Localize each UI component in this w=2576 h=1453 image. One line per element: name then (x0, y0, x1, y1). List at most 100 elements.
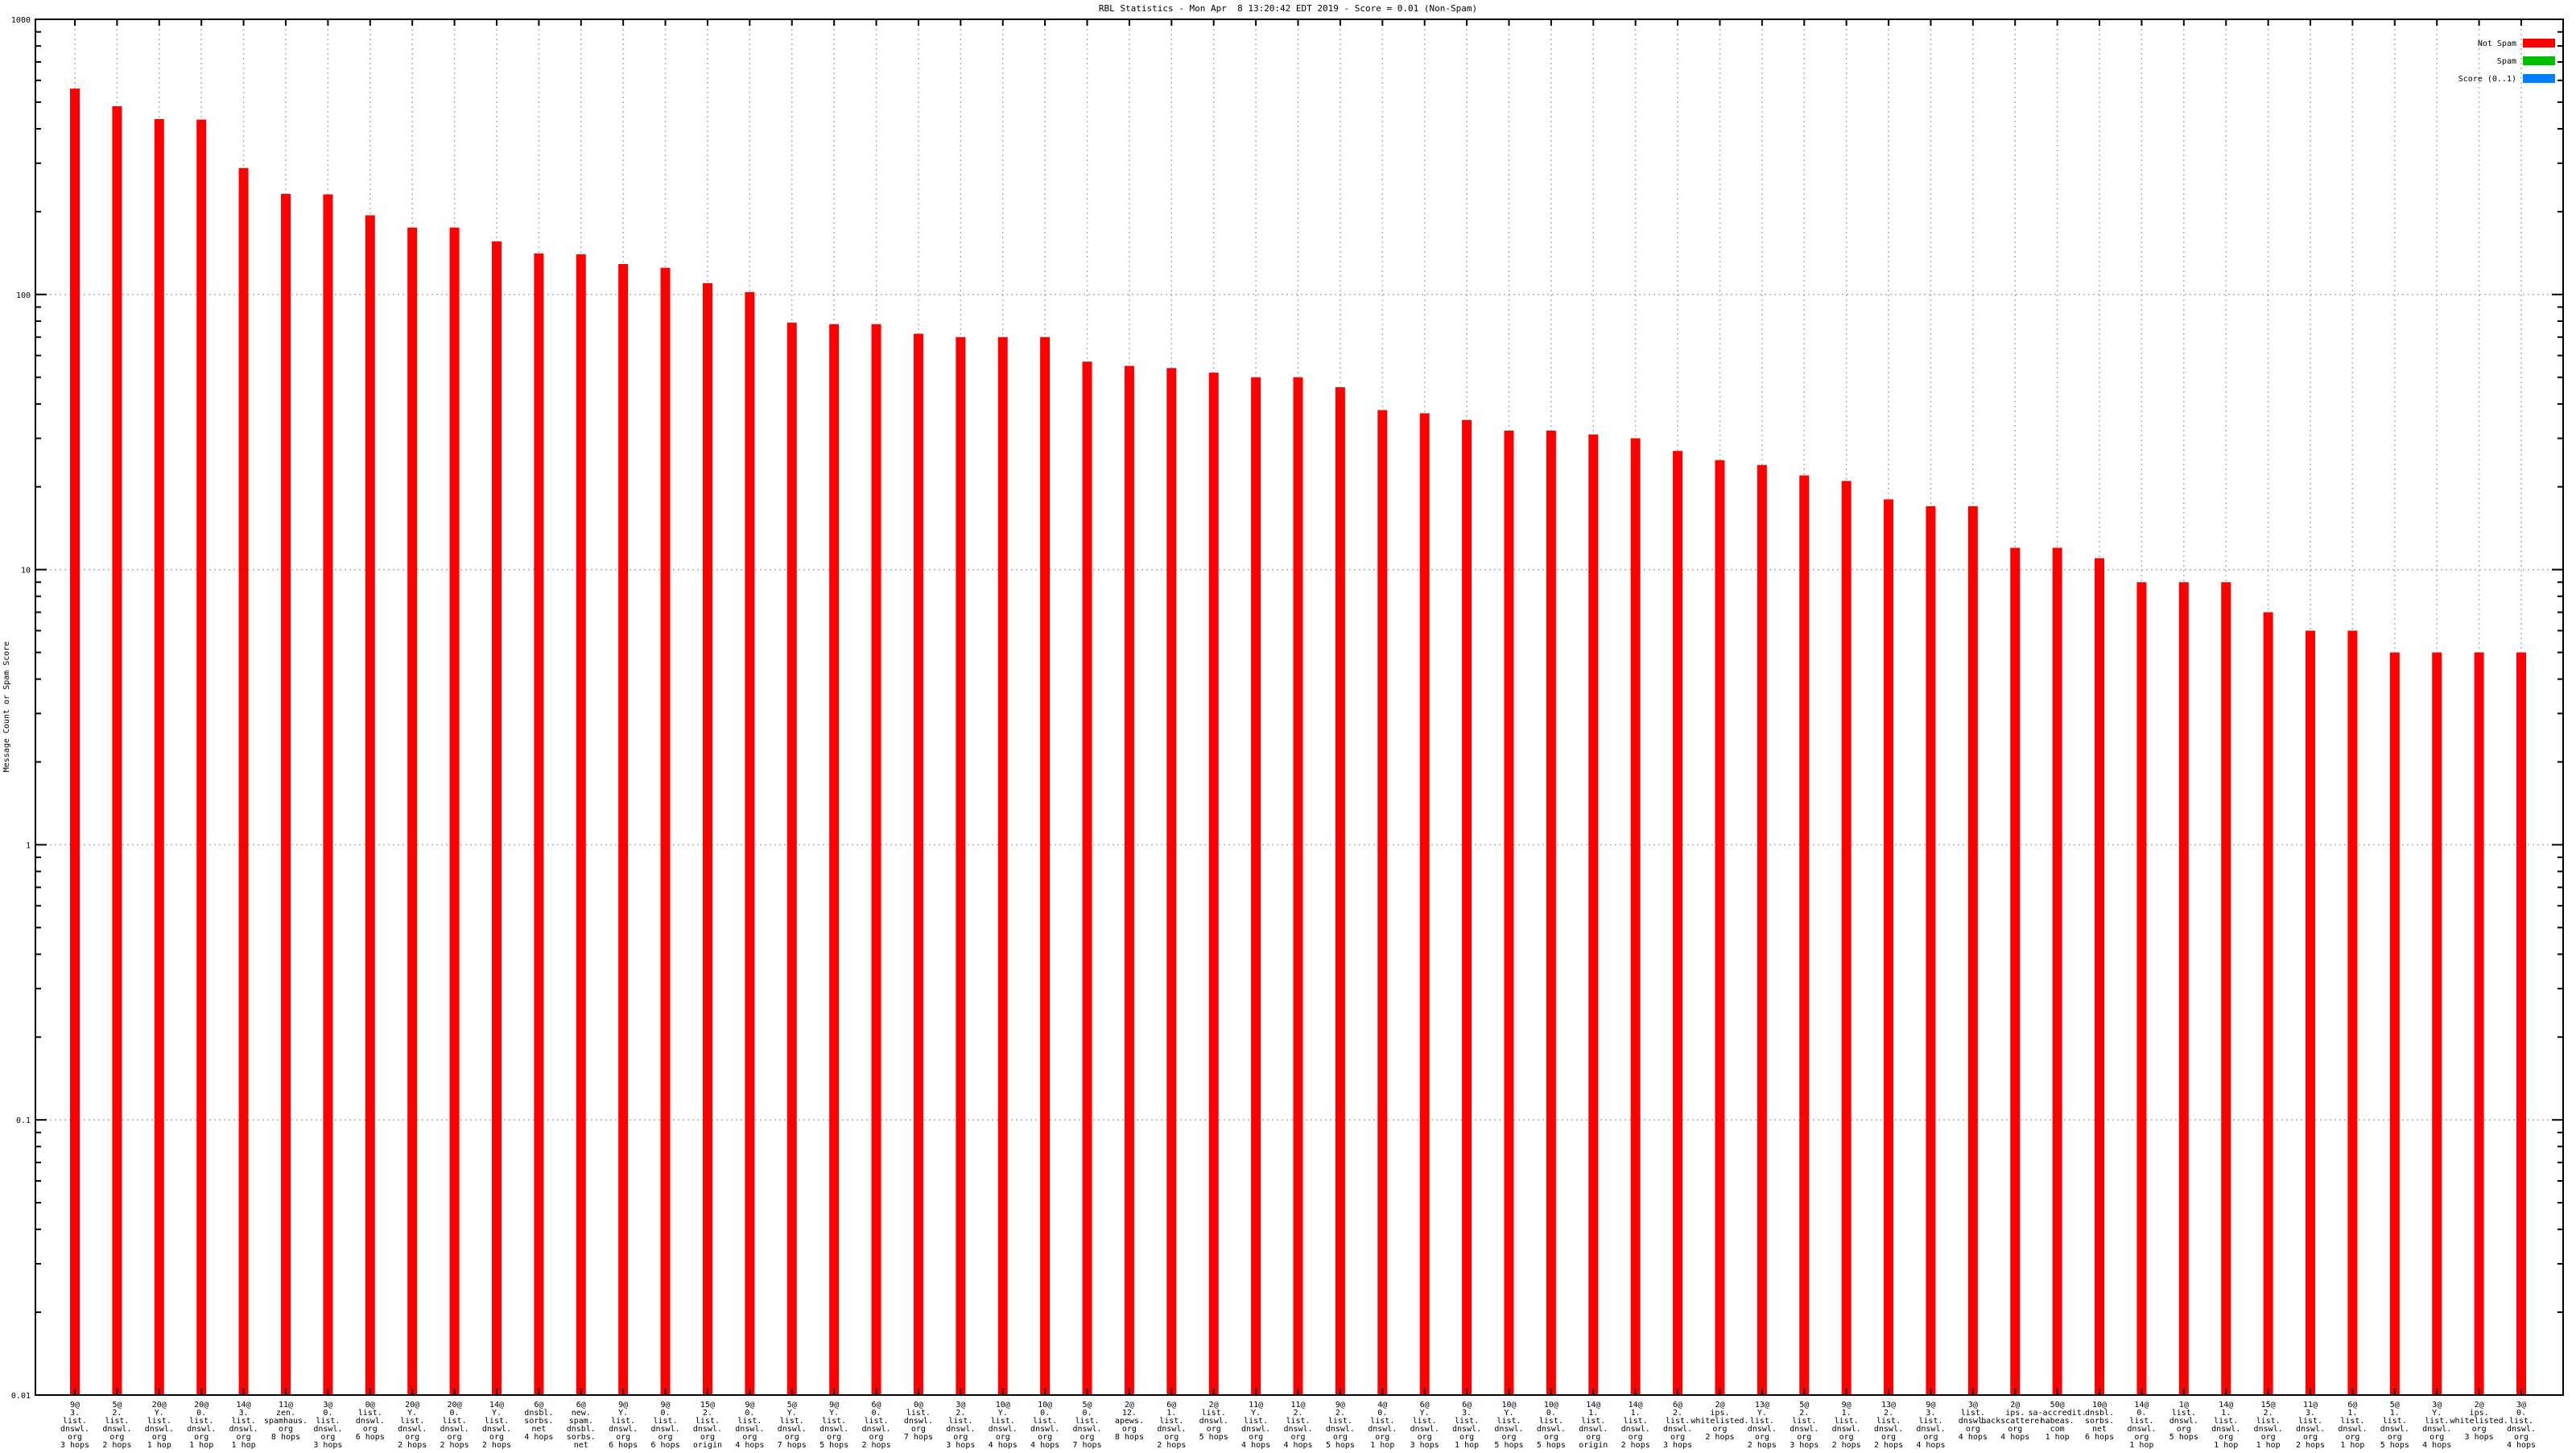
x-tick-label: 14@ 3. list. dnswl. org 1 hop (229, 1401, 258, 1449)
x-tick-label: 11@ 2. list. dnswl. org 4 hops (1283, 1401, 1312, 1449)
y-tick-label: 1 (26, 841, 31, 850)
x-tick-label: 6@ dnsbl. sorbs. net 4 hops (524, 1401, 553, 1442)
bar (1630, 438, 1641, 1395)
plot-border (35, 19, 2564, 1396)
legend-swatch-not-spam (2523, 39, 2555, 47)
x-tick-label: 13@ Y. list. dnswl. org 2 hops (1748, 1401, 1777, 1449)
bar (1715, 460, 1725, 1395)
bar (1462, 419, 1472, 1396)
x-tick-label: 11@ 3. list. dnswl. org 2 hops (2296, 1401, 2325, 1449)
bar (1588, 434, 1599, 1395)
x-tick-label: 14@ 1. list. dnswl. org 1 hop (2211, 1401, 2240, 1449)
tick-labels-layer: 1000 100 10 1 0.1 0.01 9@ 3. list. dnswl. org 3 hop… (11, 16, 2536, 1453)
bar (1546, 430, 1556, 1396)
x-tick-label: 10@ 0. list. dnswl. org 5 hops (1537, 1401, 1566, 1449)
x-tick-label: 10@ Y. list. dnswl. org 5 hops (1494, 1401, 1523, 1449)
bar (534, 253, 544, 1396)
axes-layer (35, 19, 2563, 1396)
bars-layer (70, 89, 2526, 1396)
bar (491, 241, 502, 1395)
bar (1293, 377, 1303, 1396)
y-tick-label: 0.01 (11, 1392, 31, 1401)
bar (1884, 499, 1894, 1395)
bar (2474, 652, 2484, 1395)
bar (238, 167, 249, 1395)
bar (956, 336, 966, 1395)
x-tick-label: 10@ dnsbl. sorbs. net 6 hops (2085, 1401, 2114, 1442)
x-tick-label: 5@ 0. list. dnswl. org 7 hops (1072, 1401, 1101, 1449)
bar (997, 336, 1008, 1395)
bar (2010, 547, 2021, 1395)
y-tick-label: 100 (16, 291, 31, 300)
bar (2095, 558, 2105, 1396)
x-tick-label: 9@ Y. list. dnswl. org 6 hops (609, 1401, 638, 1449)
x-tick-label: 10@ 0. list. dnswl. org 4 hops (1030, 1401, 1059, 1449)
x-tick-label: 14@ 1. list. dnswl. org 2 hops (1621, 1401, 1650, 1449)
x-tick-label: 3@ 0. list. dnswl. org 3 hops (313, 1401, 342, 1449)
bar (1040, 336, 1051, 1395)
bar (1504, 430, 1514, 1396)
x-tick-label: 14@ Y. list. dnswl. org 2 hops (482, 1401, 511, 1449)
x-tick-label: 1@ list. dnswl. org 5 hops (2169, 1401, 2198, 1442)
x-tick-label: 14@ 0. list. dnswl. org 1 hop (2127, 1401, 2156, 1449)
bar (2136, 582, 2147, 1395)
bar (1757, 464, 1767, 1395)
x-tick-label: 20@ 0. list. dnswl. org 1 hop (187, 1401, 216, 1449)
bar (786, 322, 797, 1396)
bar (2347, 630, 2358, 1395)
x-tick-label: 9@ 3. list. dnswl. org 4 hops (1916, 1401, 1945, 1449)
x-tick-label: 3@ 2. list. dnswl. org 3 hops (946, 1401, 975, 1449)
bar (365, 215, 375, 1395)
x-tick-label: 3@ list. dnswl. org 4 hops (1959, 1401, 1988, 1442)
x-tick-label: 50@ sa-accredit. habeas. com 1 hop (2029, 1401, 2087, 1442)
x-tick-label: 0@ list. dnswl. org 7 hops (904, 1401, 933, 1442)
x-tick-label: 15@ 2. list. dnswl. org 1 hop (2254, 1401, 2283, 1449)
bar (70, 89, 80, 1395)
x-tick-label: 9@ Y. list. dnswl. org 5 hops (819, 1401, 848, 1449)
x-tick-label: 11@ zen. spamhaus. org 8 hops (264, 1401, 308, 1442)
legend-label-score: Score (0..1) (2458, 75, 2516, 84)
x-tick-label: 0@ list. dnswl. org 6 hops (356, 1401, 385, 1442)
bar (1841, 481, 1852, 1395)
x-tick-label: 11@ Y. list. dnswl. org 4 hops (1241, 1401, 1270, 1449)
bar (112, 106, 122, 1396)
x-tick-label: 3@ Y. list. dnswl. org 4 hops (2422, 1401, 2451, 1449)
x-tick-label: 9@ 0. list. dnswl. org 6 hops (650, 1401, 679, 1449)
bar (1082, 361, 1092, 1396)
y-tick-label: 0.1 (16, 1117, 31, 1125)
bar (2306, 630, 2316, 1395)
bar (2389, 652, 2400, 1395)
chart-title: RBL Statistics - Mon Apr 8 13:20:42 EDT … (1099, 3, 1477, 14)
legend-swatch-spam (2523, 56, 2555, 65)
bar (449, 227, 460, 1395)
bar (576, 254, 586, 1396)
bar (1208, 372, 1219, 1395)
bar (280, 193, 291, 1395)
x-tick-label: 6@ 1. list. dnswl. org 1 hop (2338, 1401, 2367, 1449)
x-tick-label: 6@ Y. list. dnswl. org 3 hops (1410, 1401, 1439, 1449)
x-tick-label: 6@ 2. list. dnswl. org 3 hops (1663, 1401, 1692, 1449)
x-tick-label: 5@ Y. list. dnswl. org 7 hops (778, 1401, 807, 1449)
x-tick-label: 9@ 3. list. dnswl. org 3 hops (60, 1401, 89, 1449)
x-tick-label: 20@ 0. list. dnswl. org 2 hops (440, 1401, 469, 1449)
bar (154, 118, 164, 1395)
x-tick-label: 10@ Y. list. dnswl. org 4 hops (989, 1401, 1018, 1449)
legend-swatch-score (2523, 74, 2555, 83)
x-tick-label: 2@ ips. whitelisted. org 2 hops (1690, 1401, 1748, 1442)
y-tick-label: 1000 (11, 16, 31, 25)
x-tick-label: 3@ 0. list. dnswl. org 4 hops (2507, 1401, 2536, 1449)
bar (1166, 368, 1177, 1395)
x-tick-label: 9@ 2. list. dnswl. org 5 hops (1326, 1401, 1355, 1449)
bar (1926, 506, 1936, 1396)
x-tick-label: 9@ 0. list. dnswl. org 4 hops (735, 1401, 764, 1449)
x-tick-label: 2@ 12. apews. org 8 hops (1115, 1401, 1144, 1442)
bar (1967, 506, 1978, 1396)
bar (196, 119, 207, 1395)
x-tick-label: 15@ 2. list. dnswl. org origin (693, 1401, 722, 1449)
bar (702, 283, 712, 1395)
x-tick-label: 5@ 2. list. dnswl. org 3 hops (1790, 1401, 1818, 1449)
y-tick-label: 10 (21, 567, 31, 576)
bar (2221, 582, 2231, 1395)
